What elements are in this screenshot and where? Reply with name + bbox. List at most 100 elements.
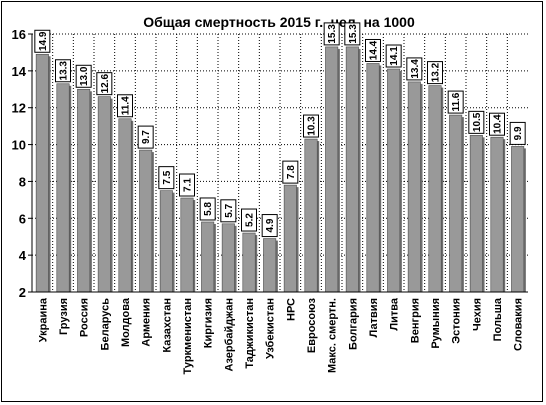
bar — [118, 118, 132, 293]
value-label: 7.8 — [282, 160, 299, 184]
y-axis-ticks: 2 4 6 8 10 12 14 16 — [12, 27, 27, 300]
bar — [325, 46, 339, 293]
value-label: 13.4 — [406, 57, 423, 81]
value-label: 11.4 — [117, 94, 133, 118]
value-labels: 14.9 13.3 13.0 12.6 11.4 9.7 7.5 7.1 5.8 5.7 5.2 4.… — [34, 22, 526, 238]
value-label-text: 5.2 — [245, 213, 256, 227]
value-label-text: 11.6 — [451, 92, 462, 111]
bar — [511, 146, 525, 293]
bar — [387, 68, 401, 293]
value-label-text: 7.5 — [162, 170, 173, 184]
value-label-box — [261, 214, 278, 238]
value-label: 15.3 — [323, 22, 340, 46]
value-label-box — [55, 59, 71, 83]
bar — [242, 232, 256, 293]
bar — [449, 114, 463, 293]
category-label: Латвия — [368, 298, 380, 337]
bar — [407, 81, 421, 293]
value-label-text: 5.7 — [224, 203, 235, 217]
grid — [32, 33, 528, 293]
value-label-box — [406, 57, 423, 81]
value-label: 14.9 — [34, 29, 51, 53]
value-label-text: 7.1 — [183, 178, 194, 192]
value-label-box — [75, 64, 92, 88]
value-label: 10.5 — [468, 110, 485, 134]
category-label: Литва — [389, 297, 401, 330]
bars — [35, 46, 526, 293]
value-label: 15.3 — [344, 22, 361, 46]
category-label: Венгрия — [409, 298, 421, 343]
category-label: Узбекистан — [265, 298, 277, 359]
value-label: 10.4 — [489, 112, 505, 136]
value-label-text: 10.4 — [493, 114, 504, 134]
bar — [97, 96, 111, 293]
value-label-text: 13.2 — [431, 62, 442, 82]
bar — [180, 197, 194, 293]
value-label: 5.2 — [241, 208, 257, 232]
value-label: 13.3 — [55, 59, 71, 83]
value-label-box — [323, 22, 340, 46]
value-label: 9.7 — [137, 125, 154, 149]
value-label: 9.9 — [509, 121, 526, 145]
x-axis-ticks: Украина Грузия Россия Беларусь Молдова Армени… — [37, 297, 524, 374]
value-label-text: 12.6 — [100, 73, 111, 93]
value-label: 14.4 — [365, 38, 381, 62]
bar — [345, 46, 359, 293]
bar — [366, 63, 380, 293]
category-label: Молдова — [120, 297, 132, 347]
value-label-text: 14.4 — [369, 40, 380, 60]
bar — [283, 184, 297, 293]
bar — [221, 223, 235, 293]
category-label: Азербайджан — [223, 298, 235, 371]
y-tick-label: 14 — [12, 64, 27, 79]
category-label: Польша — [492, 297, 504, 341]
value-label-box — [385, 44, 402, 68]
value-label: 13.2 — [427, 61, 443, 85]
value-label-text: 11.4 — [121, 96, 132, 115]
value-label-text: 7.8 — [286, 165, 297, 179]
value-label-box — [344, 22, 361, 46]
value-label-box — [489, 112, 505, 136]
value-label-box — [117, 94, 133, 118]
bar — [159, 190, 173, 293]
y-tick-label: 16 — [12, 27, 26, 42]
value-label: 13.0 — [75, 64, 92, 88]
bar — [304, 138, 318, 293]
value-label-box — [427, 61, 443, 85]
category-label: Румыния — [430, 298, 442, 349]
value-label-text: 15.3 — [348, 24, 359, 44]
value-label-text: 13.3 — [59, 61, 70, 81]
y-tick-label: 8 — [19, 174, 26, 189]
category-label: Болгария — [347, 298, 359, 350]
category-label: Казахстан — [161, 298, 173, 353]
bar — [201, 221, 215, 293]
value-label-text: 15.3 — [327, 24, 338, 44]
category-label: Евросоюз — [306, 297, 318, 353]
value-label-text: 13.0 — [79, 66, 90, 86]
value-label-text: 9.9 — [513, 126, 524, 140]
value-label: 7.5 — [158, 166, 175, 190]
value-label-box — [468, 110, 485, 134]
category-label: Макс. смертн. — [327, 298, 339, 373]
y-tick-label: 10 — [12, 138, 26, 153]
value-label-text: 10.3 — [307, 116, 318, 136]
value-label: 5.8 — [199, 197, 216, 221]
value-label: 5.7 — [220, 199, 237, 223]
value-label-text: 5.8 — [203, 202, 214, 216]
category-label: Украина — [37, 297, 49, 342]
category-label: Армения — [141, 298, 153, 347]
value-label: 4.9 — [261, 214, 278, 238]
value-label-text: 4.9 — [265, 218, 276, 232]
value-label-box — [158, 166, 175, 190]
y-tick-label: 4 — [19, 248, 27, 263]
value-label: 12.6 — [96, 72, 113, 96]
value-label: 14.1 — [385, 44, 402, 68]
chart-title: Общая смертность 2015 г., чел. на 1000 — [143, 14, 415, 30]
bar — [469, 135, 483, 293]
category-label: Киргизия — [203, 298, 215, 348]
value-label-box — [137, 125, 154, 149]
category-label: Словакия — [513, 298, 525, 351]
value-label-text: 9.7 — [141, 130, 152, 144]
value-label-box — [447, 90, 464, 114]
